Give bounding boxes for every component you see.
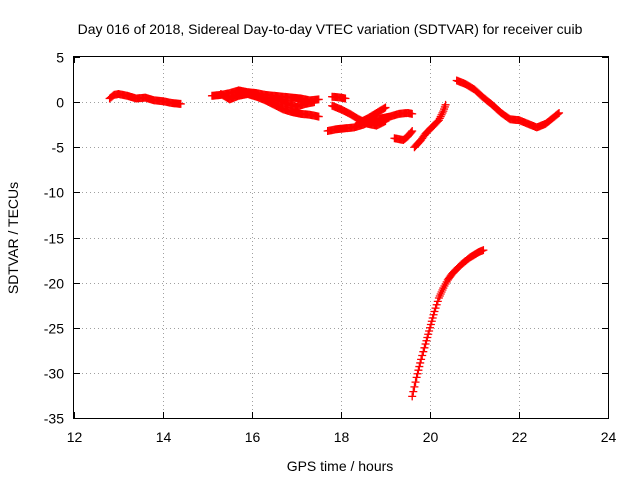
y-tick-label: -10 [44, 185, 64, 201]
data-point [418, 351, 427, 360]
x-tick-label: 14 [156, 429, 172, 445]
data-point [435, 291, 444, 300]
y-tick-label: -20 [44, 276, 64, 292]
data-point [416, 358, 425, 367]
data-point [314, 112, 323, 121]
plot-frame [73, 56, 609, 419]
data-point [310, 98, 319, 107]
data-point [437, 288, 446, 297]
series-9 [410, 100, 450, 152]
x-tick-label: 20 [423, 429, 439, 445]
data-point [437, 110, 446, 119]
data-point [433, 297, 442, 306]
data-point [381, 103, 390, 112]
y-tick-label: -35 [44, 411, 64, 427]
y-tick-label: -15 [44, 231, 64, 247]
series-11 [408, 246, 488, 401]
data-point [435, 114, 444, 123]
y-tick-label: 5 [56, 50, 64, 66]
chart-title: Day 016 of 2018, Sidereal Day-to-day VTE… [78, 21, 583, 37]
data-point [430, 307, 439, 316]
data-point [553, 109, 562, 118]
data-point [380, 104, 389, 113]
data-point [436, 289, 445, 298]
axis-ticks: 12 14 16 18 20 22 24 5 0 -5 -10 -15 -20 -25 -30 -35 [44, 50, 617, 446]
data-point [408, 392, 417, 401]
data-point [408, 109, 417, 118]
series-7 [354, 103, 390, 127]
y-tick-label: 0 [56, 95, 64, 111]
data-point [432, 300, 441, 309]
series-8 [390, 127, 417, 145]
x-tick-label: 18 [334, 429, 350, 445]
data-point [410, 382, 419, 391]
data-point [436, 112, 445, 121]
x-axis-title: GPS time / hours [287, 458, 394, 474]
y-tick-label: -25 [44, 321, 64, 337]
x-tick-label: 24 [601, 429, 617, 445]
series-0 [105, 90, 185, 108]
x-tick-label: 12 [67, 429, 83, 445]
data-point [417, 355, 426, 364]
data-point [434, 293, 443, 302]
data-point [415, 362, 424, 371]
data-point [409, 387, 418, 396]
data-point [438, 286, 447, 295]
data-point [419, 347, 428, 356]
data-point [413, 369, 422, 378]
x-tick-label: 16 [245, 429, 261, 445]
y-tick-label: -30 [44, 366, 64, 382]
data-point [441, 100, 450, 109]
data-point [431, 304, 440, 313]
data-point [407, 128, 416, 137]
series-3 [265, 93, 319, 111]
series-4 [328, 92, 350, 103]
y-axis-title: SDTVAR / TECUs [5, 182, 21, 294]
series-6 [323, 108, 417, 136]
data-point [420, 343, 429, 352]
data-point [176, 99, 185, 108]
data-point [314, 95, 323, 104]
plot-area [105, 76, 564, 401]
data-point [438, 108, 447, 117]
data-point [341, 94, 350, 103]
data-point [479, 246, 488, 255]
x-tick-label: 22 [512, 429, 528, 445]
data-point [408, 127, 417, 136]
data-point [411, 378, 420, 387]
data-point [434, 116, 443, 125]
data-point [412, 373, 421, 382]
series-10 [452, 76, 564, 132]
data-point [414, 366, 423, 375]
data-point [555, 108, 564, 117]
y-tick-label: -5 [52, 140, 65, 156]
